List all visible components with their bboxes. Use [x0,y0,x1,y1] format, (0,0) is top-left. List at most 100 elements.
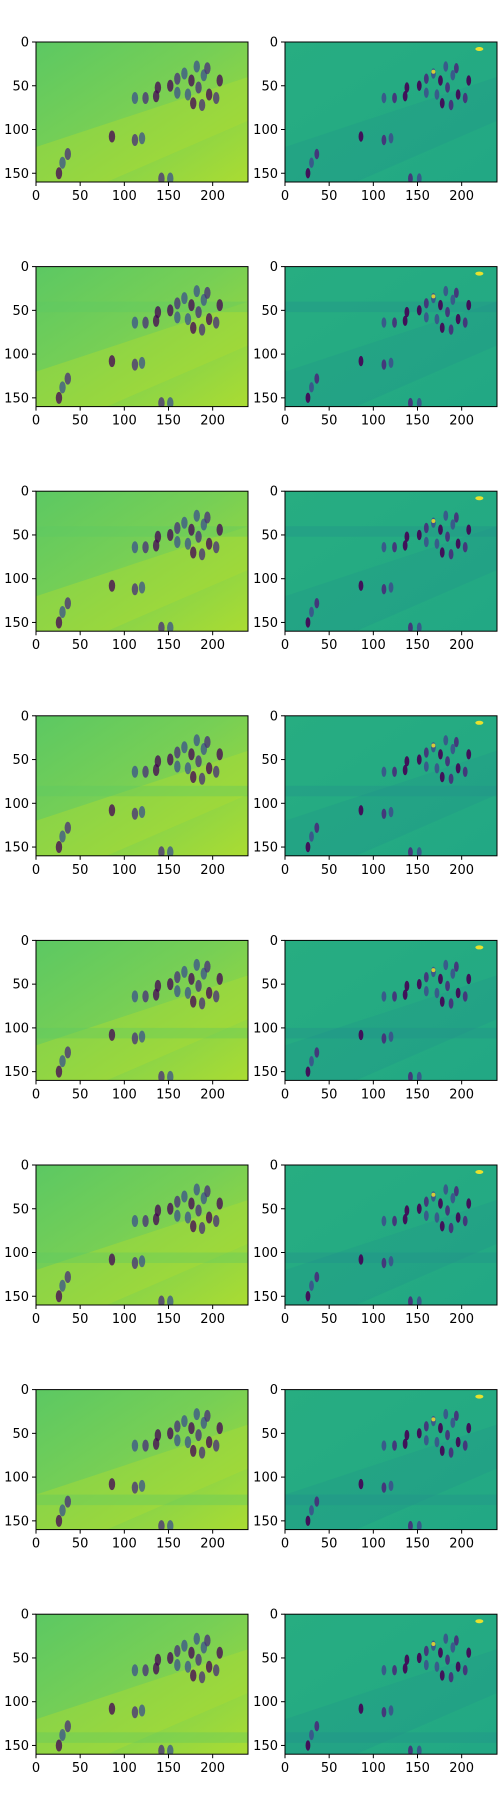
y-tick-label: 0 [270,1159,278,1174]
heatmap-figure-blob [450,968,456,979]
heatmap-figure-blob [462,92,468,104]
heatmap-figure-blob [55,841,63,854]
axes-frame [284,715,498,857]
heatmap-figure-blob [443,1633,449,1644]
heatmap-bright-spot [475,271,484,276]
heatmap-figure-blob [416,1203,422,1214]
heatmap-figure-blob [408,173,413,182]
heatmap-figure-blob [216,748,223,761]
heatmap-background [36,266,248,407]
heatmap-figure-blob [416,397,422,407]
x-tick-label: 50 [321,1312,338,1327]
heatmap-figure-blob [205,537,213,550]
x-tick-label: 200 [200,1312,225,1327]
heatmap-figure-blob [198,1671,206,1684]
heatmap-background [36,1165,248,1305]
heatmap-figure-blob [455,763,461,774]
x-tick-label: 200 [200,863,225,878]
heatmap-figure-blob [131,990,139,1003]
heatmap-figure-blob [416,173,422,182]
x-tick-label: 100 [112,189,137,204]
heatmap-figure-blob [216,1646,223,1659]
heatmap-figure-blob [438,524,443,535]
heatmap-figure-blob [450,294,456,306]
heatmap-image [36,1389,248,1530]
heatmap-figure-blob [181,292,188,305]
y-tick-label: 100 [253,1246,278,1261]
heatmap-figure-blob [55,1065,63,1078]
x-tick-label: 0 [32,1087,40,1102]
heatmap-figure-blob [59,830,66,843]
heatmap-figure-blob [466,1647,472,1658]
heatmap-figure-blob [392,1665,397,1676]
heatmap-figure-blob [443,735,449,746]
heatmap-figure-blob [64,1495,72,1508]
heatmap-figure-blob [448,324,454,335]
heatmap-figure-blob [443,510,449,521]
x-tick-label: 150 [405,1087,430,1102]
heatmap-figure-blob [438,75,443,86]
heatmap-figure-blob [438,299,443,311]
heatmap-figure-blob [439,322,445,334]
heatmap-figure-blob [453,1186,459,1197]
y-tick-label: 0 [270,36,278,51]
y-tick-label: 50 [261,304,278,319]
heatmap-figure-blob [188,1422,195,1435]
heatmap-figure-blob [167,304,174,317]
heatmap-figure-blob [154,979,162,992]
y-tick-label: 150 [4,167,29,182]
heatmap-figure-blob [216,1422,223,1435]
heatmap-panel-r5-c1: 0 50 100 150 200 0 50 100 150 [4,934,249,1102]
heatmap-figure-blob [198,548,206,561]
heatmap-figure-blob [423,73,429,84]
heatmap-figure-blob [462,1215,468,1227]
heatmap-figure-blob [443,1408,449,1420]
heatmap-figure-blob [181,67,188,80]
heatmap-figure-blob [445,1205,450,1216]
heatmap-figure-blob [423,1421,429,1432]
heatmap-figure-blob [154,81,162,94]
heatmap-figure-blob [455,1436,461,1448]
heatmap-figure-blob [445,980,450,992]
heatmap-panel-r2-c1: 0 50 100 150 200 0 50 100 150 [4,260,249,429]
heatmap-figure-blob [381,991,387,1002]
heatmap-figure-blob [190,321,197,334]
y-tick-label: 50 [12,1651,29,1666]
y-tick-label: 0 [21,36,29,51]
heatmap-figure-blob [309,831,314,842]
heatmap-figure-blob [158,1520,165,1530]
heatmap-figure-blob [174,1209,181,1222]
x-tick-label: 0 [32,1537,40,1552]
x-tick-label: 150 [405,1312,430,1327]
heatmap-figure-blob [381,1033,387,1044]
x-tick-label: 0 [281,414,289,429]
heatmap-bright-spot [431,1192,436,1197]
x-tick-label: 150 [405,1761,430,1776]
heatmap-figure-blob [314,373,320,384]
heatmap-figure-blob [204,1634,211,1647]
x-tick-label: 200 [449,1537,474,1552]
heatmap-figure-blob [167,1070,174,1081]
heatmap-background [36,940,248,1081]
heatmap-figure-blob [404,531,410,542]
heatmap-figure-blob [438,1647,443,1658]
heatmap-figure-blob [167,846,174,856]
heatmap-background [36,491,248,632]
y-tick-label: 0 [270,1383,278,1398]
x-tick-label: 150 [156,1312,181,1327]
heatmap-panel-r4-c2: 0 50 100 150 200 0 50 100 150 [253,709,498,878]
y-tick-label: 50 [12,753,29,768]
heatmap-figure-blob [154,1204,162,1217]
heatmap-figure-blob [174,297,181,310]
heatmap-figure-blob [190,1669,197,1682]
heatmap-figure-blob [392,1215,397,1227]
heatmap-panel-r8-c2: 0 50 100 150 200 0 50 100 150 [253,1608,498,1776]
heatmap-figure-blob [131,1664,139,1677]
heatmap-figure-blob [55,616,63,629]
heatmap-figure-blob [450,519,456,530]
heatmap-figure-blob [408,1071,413,1081]
heatmap-figure-blob [402,540,408,551]
x-tick-label: 200 [200,638,225,653]
heatmap-figure-blob [131,1215,139,1227]
